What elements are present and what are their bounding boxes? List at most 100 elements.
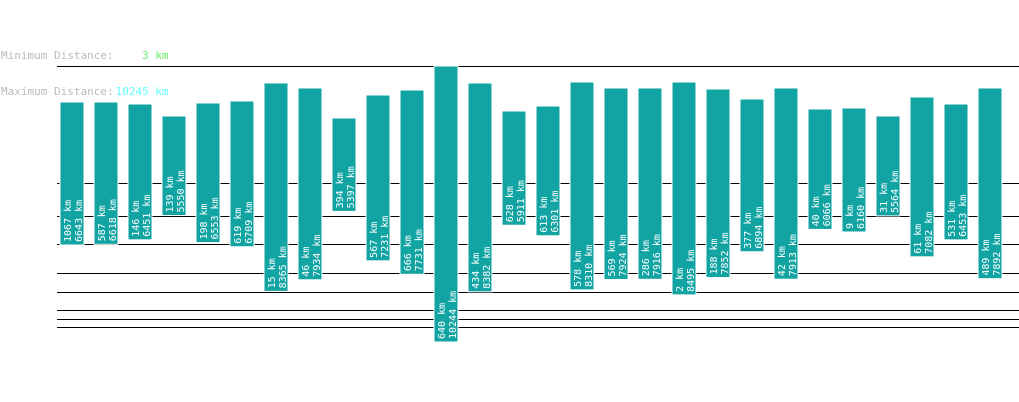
bar-label-min: 377 km	[743, 213, 754, 249]
bar-group: 587 km 6618 km	[93, 101, 119, 245]
bar-label-min: 619 km	[233, 208, 244, 244]
bar-group: 286 km 7916 km	[637, 87, 663, 280]
bar-label-min: 489 km	[981, 240, 992, 276]
bar-group: 146 km 6451 km	[127, 103, 153, 241]
bar-label-min: 31 km	[879, 183, 890, 213]
bar	[127, 103, 153, 241]
bar-label-min: 587 km	[97, 205, 108, 241]
bar-group: 640 km 10244 km	[433, 65, 459, 343]
bar-label-max: 8310 km	[584, 245, 595, 287]
bar-label-min: 286 km	[641, 240, 652, 276]
bar-group: 489 km 7892 km	[977, 87, 1003, 280]
bar	[671, 81, 697, 296]
bar-group: 619 km 6709 km	[229, 100, 255, 248]
bar-label-min: 394 km	[335, 172, 346, 208]
bar	[841, 107, 867, 233]
bar	[603, 87, 629, 280]
bar	[59, 101, 85, 246]
bar	[229, 100, 255, 248]
bar	[331, 117, 357, 212]
bar-label-max: 10244 km	[448, 291, 459, 339]
bar-label-max: 7731 km	[414, 229, 425, 271]
bar-group: 198 km 6553 km	[195, 102, 221, 244]
bar-label-max: 6894 km	[754, 207, 765, 249]
bar-label-min: 188 km	[709, 238, 720, 274]
bar-group: 15 km 8365 km	[263, 82, 289, 292]
bar-label-min: 434 km	[471, 253, 482, 289]
bar-label-min: 531 km	[947, 201, 958, 237]
bar-label-min: 9 km	[845, 205, 856, 229]
bar-group: 188 km 7852 km	[705, 88, 731, 279]
bar	[909, 96, 935, 258]
distance-stats: Minimum Distance: 3 km Maximum Distance: 1…	[1, 26, 169, 110]
bar-label-max: 6709 km	[244, 202, 255, 244]
bar-label-min: 1067 km	[63, 200, 74, 242]
bar-label-max: 6160 km	[856, 187, 867, 229]
bar	[501, 110, 527, 226]
bar-label-min: 40 km	[811, 196, 822, 226]
bar	[93, 101, 119, 245]
bar-group: 531 km 6453 km	[943, 103, 969, 241]
bar-label-min: 666 km	[403, 235, 414, 271]
bar-label-min: 2 km	[675, 268, 686, 292]
bar	[569, 81, 595, 291]
bar-group: 377 km 6894 km	[739, 98, 765, 253]
bar-group: 394 km 5397 km	[331, 117, 357, 212]
min-distance-label: Minimum Distance:	[1, 49, 114, 62]
bar-group: 42 km 7913 km	[773, 87, 799, 280]
bar-label-max: 8365 km	[278, 246, 289, 288]
bar-label-min: 628 km	[505, 186, 516, 222]
bar	[807, 108, 833, 230]
bar-label-max: 7916 km	[652, 234, 663, 276]
bar-group: 578 km 8310 km	[569, 81, 595, 291]
bar	[263, 82, 289, 292]
bar	[943, 103, 969, 241]
bar-label-max: 8495 km	[686, 250, 697, 292]
bar-label-max: 6643 km	[74, 200, 85, 242]
bar-label-min: 61 km	[913, 224, 924, 254]
bar	[399, 89, 425, 275]
bar-label-min: 46 km	[301, 247, 312, 277]
bar-group: 569 km 7924 km	[603, 87, 629, 280]
bar-label-min: 42 km	[777, 246, 788, 276]
bar-group: 2 km 8495 km	[671, 81, 697, 296]
bar	[773, 87, 799, 280]
bar-group: 567 km 7231 km	[365, 94, 391, 262]
bar-label-max: 5911 km	[516, 180, 527, 222]
bar-label-min: 567 km	[369, 222, 380, 258]
max-distance-row: Maximum Distance: 10245 km	[1, 86, 169, 98]
min-distance-row: Minimum Distance: 3 km	[1, 50, 169, 62]
bar-label-max: 6451 km	[142, 195, 153, 237]
bar-label-max: 7231 km	[380, 216, 391, 258]
bar-label-max: 7082 km	[924, 212, 935, 254]
bar	[161, 115, 187, 217]
bar-label-max: 6453 km	[958, 195, 969, 237]
bar-group: 139 km 5550 km	[161, 115, 187, 217]
bar	[705, 88, 731, 279]
bar-group: 1067 km 6643 km	[59, 101, 85, 246]
bar-label-min: 15 km	[267, 258, 278, 288]
bar-label-max: 6618 km	[108, 199, 119, 241]
bar-group: 628 km 5911 km	[501, 110, 527, 226]
bar-group: 31 km 5564 km	[875, 115, 901, 217]
bar	[739, 98, 765, 253]
bar-group: 613 km 6301 km	[535, 105, 561, 237]
bar-group: 666 km 7731 km	[399, 89, 425, 275]
bar-label-min: 640 km	[437, 303, 448, 339]
bar-label-min: 613 km	[539, 197, 550, 233]
bar-label-max: 5397 km	[346, 166, 357, 208]
bar	[535, 105, 561, 237]
bar-label-max: 6066 km	[822, 184, 833, 226]
bar-label-max: 7913 km	[788, 234, 799, 276]
bar-label-max: 5550 km	[176, 170, 187, 212]
bar-label-max: 7852 km	[720, 232, 731, 274]
bar-label-min: 578 km	[573, 251, 584, 287]
bar-label-max: 7934 km	[312, 235, 323, 277]
bar-label-max: 6553 km	[210, 197, 221, 239]
bar	[433, 65, 459, 343]
bar	[977, 87, 1003, 280]
bar-group: 9 km 6160 km	[841, 107, 867, 233]
bar-label-min: 146 km	[131, 201, 142, 237]
bar-group: 61 km 7082 km	[909, 96, 935, 258]
